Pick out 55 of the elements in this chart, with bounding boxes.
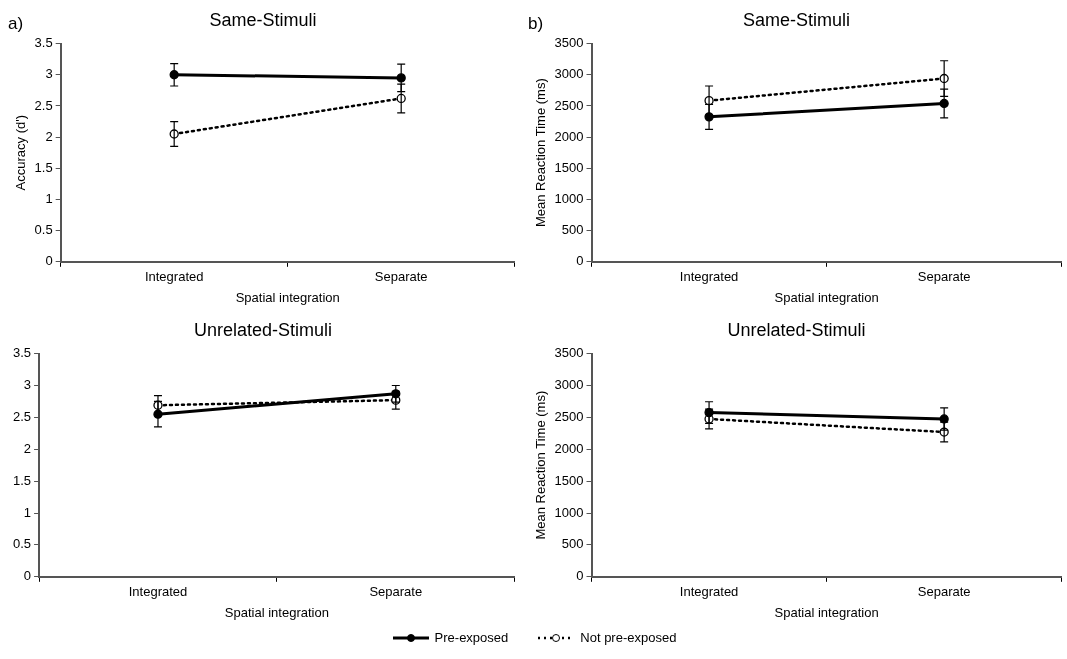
x-tick-label: Separate — [917, 269, 971, 285]
y-tick-label: 3.5 — [34, 35, 53, 51]
x-axis-title: Spatial integration — [774, 604, 879, 620]
y-tick-label: 1 — [23, 504, 32, 520]
y-tick-label: 500 — [561, 222, 584, 238]
text: a) — [8, 14, 24, 34]
y-tick-label: 2.5 — [12, 408, 32, 424]
x-tick-label: Separate — [917, 584, 971, 600]
y-tick-label: 1000 — [554, 504, 584, 520]
y-tick-label: 2500 — [554, 408, 584, 424]
y-tick-label: 2.5 — [34, 97, 53, 113]
y-tick-label: 3000 — [554, 66, 584, 82]
y-tick-label: 1 — [45, 191, 53, 207]
x-tick-label: Integrated — [679, 269, 739, 285]
y-tick-label: 1000 — [554, 191, 584, 207]
y-tick-label: 3000 — [554, 377, 584, 393]
x-tick-label: Integrated — [679, 584, 739, 600]
y-tick-label: 0 — [23, 568, 32, 584]
y-tick-label: 0.5 — [12, 536, 32, 552]
y-tick-label: 1.5 — [34, 159, 53, 175]
chart-title: Unrelated-Stimuli — [193, 319, 333, 340]
y-tick-label: 500 — [561, 536, 584, 552]
y-tick-label: 2000 — [554, 440, 584, 456]
y-tick-label: 2000 — [554, 128, 584, 144]
y-tick-label: 0 — [576, 253, 584, 269]
x-tick-label: Integrated — [128, 584, 188, 600]
x-tick-label: Separate — [369, 584, 423, 600]
y-tick-label: 0 — [45, 253, 53, 269]
x-axis-title: Spatial integration — [235, 289, 340, 305]
y-tick-label: 1500 — [554, 159, 584, 175]
y-tick-label: 2500 — [554, 97, 584, 113]
y-tick-label: 1500 — [554, 472, 584, 488]
x-axis-title: Spatial integration — [224, 604, 329, 620]
y-tick-label: 0.5 — [34, 222, 53, 238]
y-tick-label: 3.5 — [12, 345, 32, 361]
y-tick-label: 1.5 — [12, 472, 32, 488]
chart-title: Same-Stimuli — [209, 9, 317, 30]
y-tick-label: 3500 — [554, 345, 584, 361]
y-tick-label: 2 — [23, 440, 32, 456]
y-axis-title: Mean Reaction Time (ms) — [533, 390, 549, 540]
legend-label: Pre-exposed — [434, 630, 509, 645]
x-axis-title: Spatial integration — [774, 289, 879, 305]
x-tick-label: Integrated — [144, 269, 204, 285]
y-tick-label: 3 — [45, 66, 53, 82]
y-tick-label: 2 — [45, 128, 53, 144]
legend-label: Not pre-exposed — [580, 630, 677, 645]
x-tick-label: Separate — [374, 269, 428, 285]
chart-title: Same-Stimuli — [742, 9, 851, 30]
chart-title: Unrelated-Stimuli — [727, 319, 866, 340]
y-tick-label: 3 — [23, 377, 32, 393]
y-tick-label: 0 — [576, 568, 584, 584]
y-axis-title: Accuracy (d') — [13, 114, 29, 191]
text: b) — [528, 14, 544, 34]
y-tick-label: 3500 — [554, 35, 584, 51]
y-axis-title: Mean Reaction Time (ms) — [533, 78, 549, 228]
